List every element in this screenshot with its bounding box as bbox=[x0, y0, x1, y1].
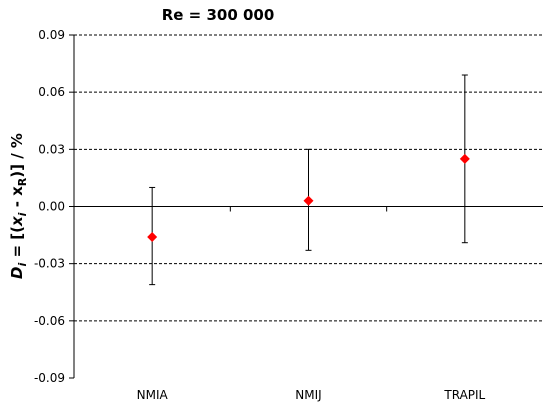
y-axis-label: Di = [(xi - xR)] / % bbox=[8, 133, 29, 279]
x-tick-label: NMIJ bbox=[295, 388, 321, 402]
y-tick-label: -0.06 bbox=[34, 314, 65, 328]
data-point-marker bbox=[147, 231, 158, 242]
markers bbox=[147, 153, 470, 242]
x-tick-label: TRAPIL bbox=[443, 388, 485, 402]
y-axis-label-x1-sub: i bbox=[16, 212, 29, 216]
y-axis-label-prefix-sub: i bbox=[16, 263, 29, 267]
data-point-marker bbox=[459, 153, 470, 164]
y-tick-label: 0.09 bbox=[38, 28, 65, 42]
y-tick-label: -0.03 bbox=[34, 257, 65, 271]
y-axis-label-x1: x bbox=[8, 215, 26, 227]
y-tick-label: 0.06 bbox=[38, 85, 65, 99]
y-axis-label-prefix: D bbox=[8, 267, 26, 279]
y-tick-label: -0.09 bbox=[34, 371, 65, 385]
y-tick-labels: -0.09 -0.06 -0.03 0.00 0.03 0.06 0.09 bbox=[34, 28, 65, 385]
y-axis-label-suffix: )] / % bbox=[8, 133, 26, 178]
y-axis-label-x2-sub: R bbox=[16, 177, 29, 186]
axes bbox=[69, 34, 543, 379]
y-axis-label-eq: = [( bbox=[8, 226, 26, 263]
y-axis-label-x2: x bbox=[8, 186, 26, 196]
y-tick-label: 0.00 bbox=[38, 200, 65, 214]
data-point-marker bbox=[303, 195, 314, 206]
x-tick-label: NMIA bbox=[137, 388, 169, 402]
y-tick-label: 0.03 bbox=[38, 142, 65, 156]
y-axis-label-minus: - bbox=[8, 196, 26, 213]
x-tick-labels: NMIA NMIJ TRAPIL bbox=[137, 388, 486, 402]
error-bars bbox=[149, 74, 468, 286]
chart-title: Re = 300 000 bbox=[162, 6, 275, 24]
